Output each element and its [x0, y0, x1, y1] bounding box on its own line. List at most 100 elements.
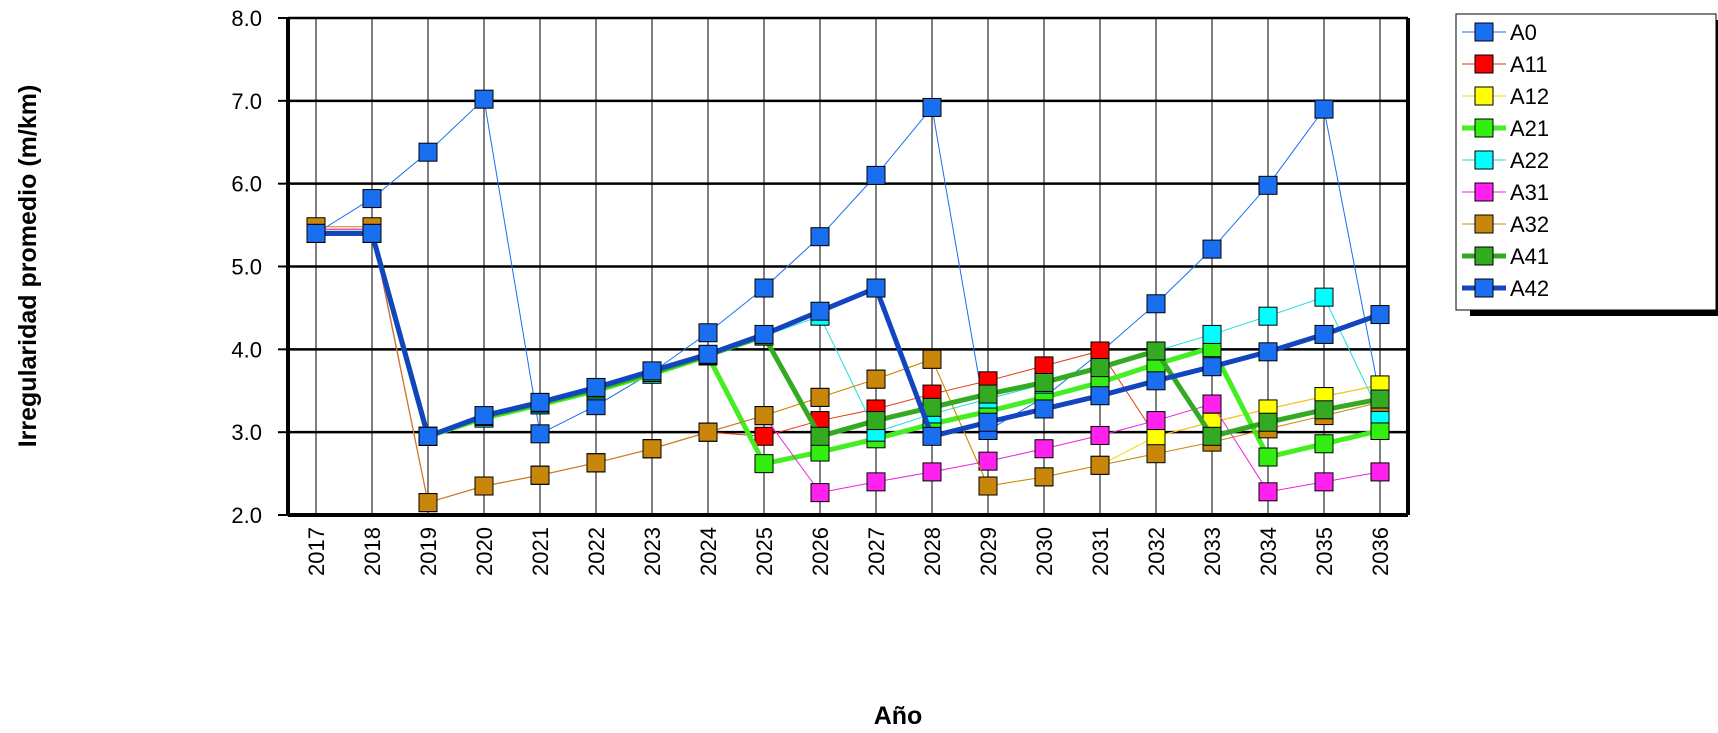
data-point	[810, 227, 830, 247]
x-tick-label: 2032	[1144, 527, 1169, 576]
data-point	[810, 426, 830, 446]
data-point	[1202, 324, 1222, 344]
data-point	[1090, 425, 1110, 445]
data-point	[1258, 175, 1278, 195]
y-tick-label: 4.0	[231, 337, 262, 362]
data-point	[922, 426, 942, 446]
data-point	[1258, 482, 1278, 502]
legend-entry: A12	[1462, 84, 1549, 109]
data-point	[1034, 439, 1054, 459]
legend-marker	[1474, 22, 1494, 42]
data-point	[306, 223, 326, 243]
data-point	[810, 387, 830, 407]
data-point	[1090, 341, 1110, 361]
data-point	[418, 142, 438, 162]
series-a22	[306, 223, 1390, 446]
data-point	[530, 424, 550, 444]
data-point	[474, 89, 494, 109]
data-point	[754, 406, 774, 426]
legend-entry: A32	[1462, 212, 1549, 237]
data-point	[1202, 426, 1222, 446]
series-a12	[306, 219, 1390, 513]
data-point	[1146, 411, 1166, 431]
legend-marker	[1474, 150, 1494, 170]
legend-marker	[1474, 54, 1494, 74]
data-point	[810, 483, 830, 503]
legend-marker	[1474, 182, 1494, 202]
x-tick-label: 2029	[976, 527, 1001, 576]
data-point	[1314, 434, 1334, 454]
legend-marker	[1474, 118, 1494, 138]
y-tick-label: 3.0	[231, 420, 262, 445]
x-tick-label: 2028	[920, 527, 945, 576]
data-point	[1202, 239, 1222, 259]
legend: A0 A11 A12 A21 A22 A31 A32 A41 A42	[1455, 13, 1718, 316]
data-point	[1034, 372, 1054, 392]
x-tick-label: 2019	[416, 527, 441, 576]
legend-label: A32	[1510, 212, 1549, 237]
x-tick-label: 2021	[528, 527, 553, 576]
x-tick-label: 2027	[864, 527, 889, 576]
x-tick-label: 2035	[1312, 527, 1337, 576]
series-a31	[306, 219, 1390, 513]
data-point	[1314, 324, 1334, 344]
data-point	[362, 189, 382, 209]
data-point	[1202, 394, 1222, 414]
tick-labels: 2.0 3.0 4.0 5.0 6.0 7.0 8.0 2017 2018 2019 2020 202…	[231, 6, 1393, 576]
data-point	[418, 426, 438, 446]
x-axis-title: Año	[874, 702, 923, 730]
legend-marker	[1474, 214, 1494, 234]
data-point	[1202, 357, 1222, 377]
x-tick-label: 2022	[584, 527, 609, 576]
data-point	[1258, 447, 1278, 467]
x-tick-label: 2026	[808, 527, 833, 576]
data-point	[978, 412, 998, 432]
x-tick-label: 2025	[752, 527, 777, 576]
legend-entry: A21	[1462, 116, 1549, 141]
legend-label: A21	[1510, 116, 1549, 141]
data-point	[1370, 305, 1390, 325]
data-point	[1258, 412, 1278, 432]
data-point	[866, 369, 886, 389]
data-point	[1370, 421, 1390, 441]
y-tick-label: 5.0	[231, 255, 262, 280]
data-point	[866, 472, 886, 492]
data-point	[698, 344, 718, 364]
data-point	[1314, 99, 1334, 119]
data-point	[1370, 389, 1390, 409]
legend-label: A12	[1510, 84, 1549, 109]
series-a11	[306, 219, 1390, 513]
y-tick-label: 6.0	[231, 172, 262, 197]
series-a41	[306, 223, 1390, 446]
x-tick-label: 2018	[360, 527, 385, 576]
legend-marker	[1474, 86, 1494, 106]
data-point	[1258, 342, 1278, 362]
data-point	[1258, 306, 1278, 326]
data-point	[1090, 358, 1110, 378]
data-point	[978, 451, 998, 471]
data-point	[1034, 467, 1054, 487]
data-point	[418, 493, 438, 513]
data-point	[754, 324, 774, 344]
data-point	[866, 165, 886, 185]
legend-label: A22	[1510, 148, 1549, 173]
data-point	[474, 406, 494, 426]
legend-label: A31	[1510, 180, 1549, 205]
x-tick-label: 2017	[304, 527, 329, 576]
y-axis-title: Irregularidad promedio (m/km)	[14, 85, 42, 448]
series-a42	[306, 223, 1390, 446]
x-tick-label: 2030	[1032, 527, 1057, 576]
data-point	[362, 223, 382, 243]
legend-box	[1455, 13, 1717, 311]
data-point	[1314, 287, 1334, 307]
legend-label: A0	[1510, 20, 1537, 45]
data-point	[922, 349, 942, 369]
data-point	[586, 377, 606, 397]
legend-entry: A22	[1462, 148, 1549, 173]
data-point	[922, 97, 942, 117]
x-tick-label: 2023	[640, 527, 665, 576]
data-point	[754, 426, 774, 446]
data-point	[530, 392, 550, 412]
legend-entry: A11	[1462, 52, 1548, 77]
